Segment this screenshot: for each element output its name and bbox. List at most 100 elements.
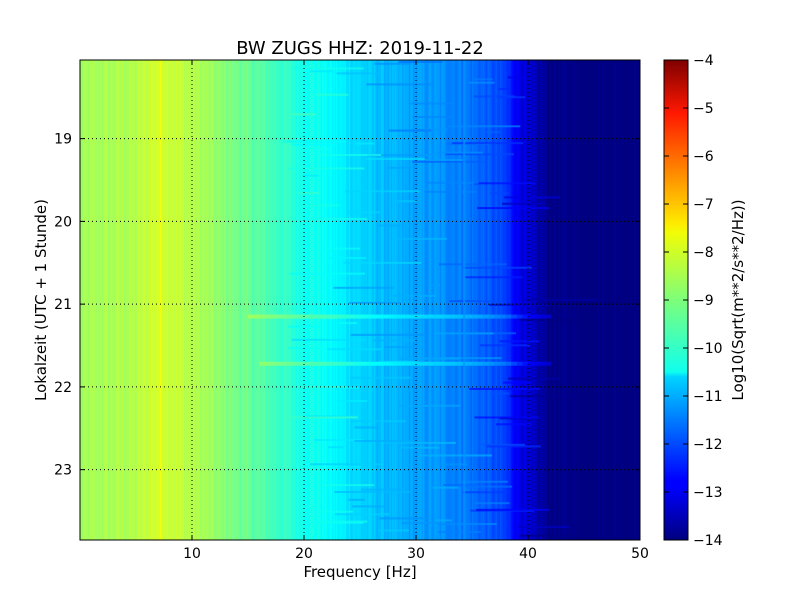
heatmap-column — [441, 60, 444, 540]
heatmap-column — [393, 60, 396, 540]
heatmap-streak — [518, 525, 569, 528]
heatmap-column — [404, 60, 407, 540]
band-segment — [276, 314, 283, 319]
heatmap-column — [143, 60, 145, 540]
heatmap-column — [364, 60, 367, 540]
band-segment — [343, 314, 350, 319]
heatmap-column — [178, 60, 180, 540]
heatmap-streak — [427, 181, 479, 184]
heatmap-column — [200, 60, 203, 540]
colorbar-tick-label: −8 — [693, 245, 714, 261]
heatmap-column — [168, 60, 171, 540]
heatmap-column — [154, 60, 157, 540]
heatmap-column — [502, 60, 505, 540]
heatmap-streak — [477, 207, 550, 210]
heatmap-streak — [297, 65, 315, 68]
heatmap-column — [280, 60, 283, 540]
heatmap-streak — [344, 190, 420, 193]
band-segment — [505, 314, 512, 319]
heatmap-streak — [337, 466, 361, 469]
heatmap-streak — [463, 266, 532, 269]
heatmap-column — [171, 60, 173, 540]
heatmap-column — [305, 60, 308, 540]
heatmap-column — [133, 60, 136, 540]
band-segment — [399, 314, 406, 319]
heatmap-column — [397, 60, 400, 540]
heatmap-column — [477, 60, 480, 540]
heatmap-column — [522, 60, 525, 540]
heatmap-column — [203, 60, 206, 540]
heatmap-streak — [377, 224, 413, 227]
heatmap-streak — [315, 93, 349, 96]
band-segment — [522, 314, 529, 319]
heatmap-streak — [469, 387, 541, 390]
heatmap-streak — [473, 78, 493, 81]
heatmap-column — [354, 60, 357, 540]
band-segment — [500, 314, 507, 319]
heatmap-column — [376, 60, 379, 540]
heatmap-column — [145, 60, 148, 540]
heatmap-column — [175, 60, 178, 540]
heatmap-column — [613, 60, 616, 540]
heatmap-streak — [348, 211, 380, 214]
heatmap-streak — [305, 510, 353, 513]
band-segment — [393, 314, 400, 319]
heatmap-column — [299, 60, 302, 540]
band-segment — [332, 314, 339, 319]
heatmap-column — [309, 60, 312, 540]
band-segment — [500, 361, 507, 366]
heatmap-column — [392, 60, 395, 540]
band-segment — [544, 314, 551, 319]
heatmap-column — [355, 60, 358, 540]
y-tick-label: 19 — [54, 132, 72, 148]
heatmap-column — [514, 60, 516, 540]
heatmap-column — [206, 60, 208, 540]
heatmap-streak — [328, 446, 344, 449]
heatmap-streak — [336, 72, 381, 75]
heatmap-streak — [436, 519, 452, 522]
heatmap-column — [341, 60, 344, 540]
heatmap-streak — [383, 441, 456, 444]
heatmap-column — [437, 60, 439, 540]
heatmap-streak — [355, 142, 375, 145]
heatmap-streak — [462, 491, 509, 494]
heatmap-streak — [449, 300, 498, 303]
x-tick-label: 40 — [519, 546, 537, 562]
y-axis: 19 20 21 22 23 — [54, 132, 640, 479]
band-segment — [287, 361, 294, 366]
band-segment — [533, 314, 540, 319]
band-segment — [365, 314, 372, 319]
band-segment — [270, 314, 277, 319]
heatmap-streak — [410, 102, 452, 105]
band-segment — [343, 361, 350, 366]
heatmap-streak — [438, 523, 497, 526]
heatmap-column — [115, 60, 117, 540]
band-segment — [472, 361, 479, 366]
y-tick-label: 22 — [54, 380, 72, 396]
heatmap-streak — [378, 529, 409, 532]
heatmap-column — [442, 60, 445, 540]
band-segment — [488, 314, 495, 319]
heatmap-streak — [451, 142, 524, 145]
band-segment — [444, 361, 451, 366]
heatmap-streak — [292, 67, 364, 70]
heatmap-column — [123, 60, 126, 540]
heatmap-column — [353, 60, 355, 540]
heatmap-streak — [398, 60, 443, 63]
heatmap-column — [490, 60, 493, 540]
band-segment — [533, 361, 540, 366]
heatmap-column — [169, 60, 172, 540]
heatmap-streak — [304, 204, 340, 207]
heatmap-column — [103, 60, 106, 540]
band-segment — [304, 361, 311, 366]
band-segment — [438, 361, 445, 366]
heatmap-column — [101, 60, 103, 540]
heatmap-column — [421, 60, 424, 540]
heatmap-column — [445, 60, 448, 540]
heatmap-streak — [343, 261, 422, 264]
heatmap-streak — [440, 463, 468, 466]
heatmap-streak — [361, 488, 404, 491]
heatmap-streak — [321, 247, 360, 250]
heatmap-streak — [350, 420, 406, 423]
heatmap-column — [120, 60, 123, 540]
